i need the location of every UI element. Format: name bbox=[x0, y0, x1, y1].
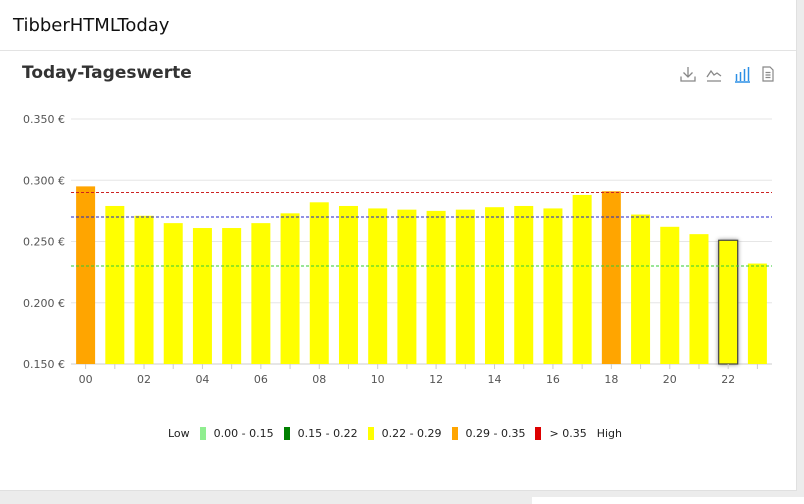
bar-06[interactable] bbox=[251, 223, 271, 364]
legend-item[interactable]: 0.29 - 0.35 bbox=[451, 426, 526, 440]
x-tick-label: 18 bbox=[604, 373, 618, 386]
x-tick-label: 12 bbox=[429, 373, 443, 386]
download-icon[interactable] bbox=[678, 64, 698, 84]
x-tick-label: 08 bbox=[312, 373, 326, 386]
legend-swatch bbox=[367, 426, 374, 440]
y-tick-label: 0.250 € bbox=[23, 236, 65, 249]
card-header: TibberHTMLToday bbox=[0, 0, 796, 51]
bar-chart-icon[interactable] bbox=[732, 64, 752, 84]
x-tick-label: 16 bbox=[546, 373, 560, 386]
y-tick-label: 0.300 € bbox=[23, 174, 65, 187]
bar-02[interactable] bbox=[134, 215, 154, 364]
chart-title: Today-Tageswerte bbox=[22, 63, 192, 83]
legend-swatch bbox=[451, 426, 458, 440]
chart-card: TibberHTMLToday 0.150 € 0.200 € 0.250 € 0.3… bbox=[0, 0, 797, 491]
legend-high-label: High bbox=[596, 426, 622, 440]
legend-swatch bbox=[535, 426, 542, 440]
x-tick-label: 06 bbox=[254, 373, 268, 386]
bar-01[interactable] bbox=[105, 205, 125, 364]
legend-label: 0.00 - 0.15 bbox=[213, 426, 274, 440]
bar-08[interactable] bbox=[309, 202, 329, 364]
bar-14[interactable] bbox=[485, 207, 505, 364]
line-chart-icon[interactable] bbox=[704, 64, 724, 84]
x-tick-label: 10 bbox=[371, 373, 385, 386]
x-tick-label: 22 bbox=[721, 373, 735, 386]
x-tick-label: 14 bbox=[488, 373, 502, 386]
legend-item[interactable]: > 0.35 bbox=[535, 426, 587, 440]
bar-07[interactable] bbox=[280, 213, 300, 364]
legend-swatch bbox=[199, 426, 206, 440]
y-tick-label: 0.350 € bbox=[23, 113, 65, 126]
legend-low-label: Low bbox=[168, 426, 190, 440]
legend-swatch bbox=[283, 426, 290, 440]
bar-19[interactable] bbox=[631, 214, 651, 364]
y-tick-label: 0.150 € bbox=[23, 358, 65, 371]
bar-16[interactable] bbox=[543, 208, 563, 364]
x-tick-label: 04 bbox=[195, 373, 209, 386]
bar-21[interactable] bbox=[689, 234, 709, 364]
x-tick-label: 20 bbox=[663, 373, 677, 386]
y-tick-label: 0.200 € bbox=[23, 297, 65, 310]
legend-label: 0.15 - 0.22 bbox=[297, 426, 358, 440]
bar-17[interactable] bbox=[572, 194, 592, 364]
adjacent-card-edge bbox=[532, 497, 804, 504]
legend-item[interactable]: 0.00 - 0.15 bbox=[199, 426, 274, 440]
legend-item[interactable]: 0.22 - 0.29 bbox=[367, 426, 442, 440]
bar-20[interactable] bbox=[660, 226, 680, 364]
legend-item[interactable]: 0.15 - 0.22 bbox=[283, 426, 358, 440]
bar-23[interactable] bbox=[747, 263, 767, 364]
bar-10[interactable] bbox=[368, 208, 388, 364]
x-tick-label: 00 bbox=[79, 373, 93, 386]
bar-15[interactable] bbox=[514, 205, 534, 364]
bar-11[interactable] bbox=[397, 209, 417, 364]
bar-22[interactable] bbox=[718, 239, 739, 365]
legend-label: 0.29 - 0.35 bbox=[465, 426, 526, 440]
bar-18[interactable] bbox=[601, 191, 621, 364]
bar-chart: 0.150 € 0.200 € 0.250 € 0.300 € 0.350 € 00 02 0… bbox=[23, 113, 772, 386]
bar-00[interactable] bbox=[76, 186, 96, 364]
bar-04[interactable] bbox=[192, 228, 212, 364]
bar-13[interactable] bbox=[455, 209, 475, 364]
legend-label: > 0.35 bbox=[549, 426, 587, 440]
bar-12[interactable] bbox=[426, 210, 446, 364]
document-icon[interactable] bbox=[758, 64, 778, 84]
x-tick-label: 02 bbox=[137, 373, 151, 386]
bar-05[interactable] bbox=[222, 228, 242, 364]
bar-09[interactable] bbox=[338, 205, 358, 364]
bar-03[interactable] bbox=[163, 223, 183, 364]
legend-label: 0.22 - 0.29 bbox=[381, 426, 442, 440]
card-title: TibberHTMLToday bbox=[13, 15, 170, 36]
chart-legend: Low 0.00 - 0.15 0.15 - 0.22 0.22 - 0.29 … bbox=[168, 424, 632, 442]
